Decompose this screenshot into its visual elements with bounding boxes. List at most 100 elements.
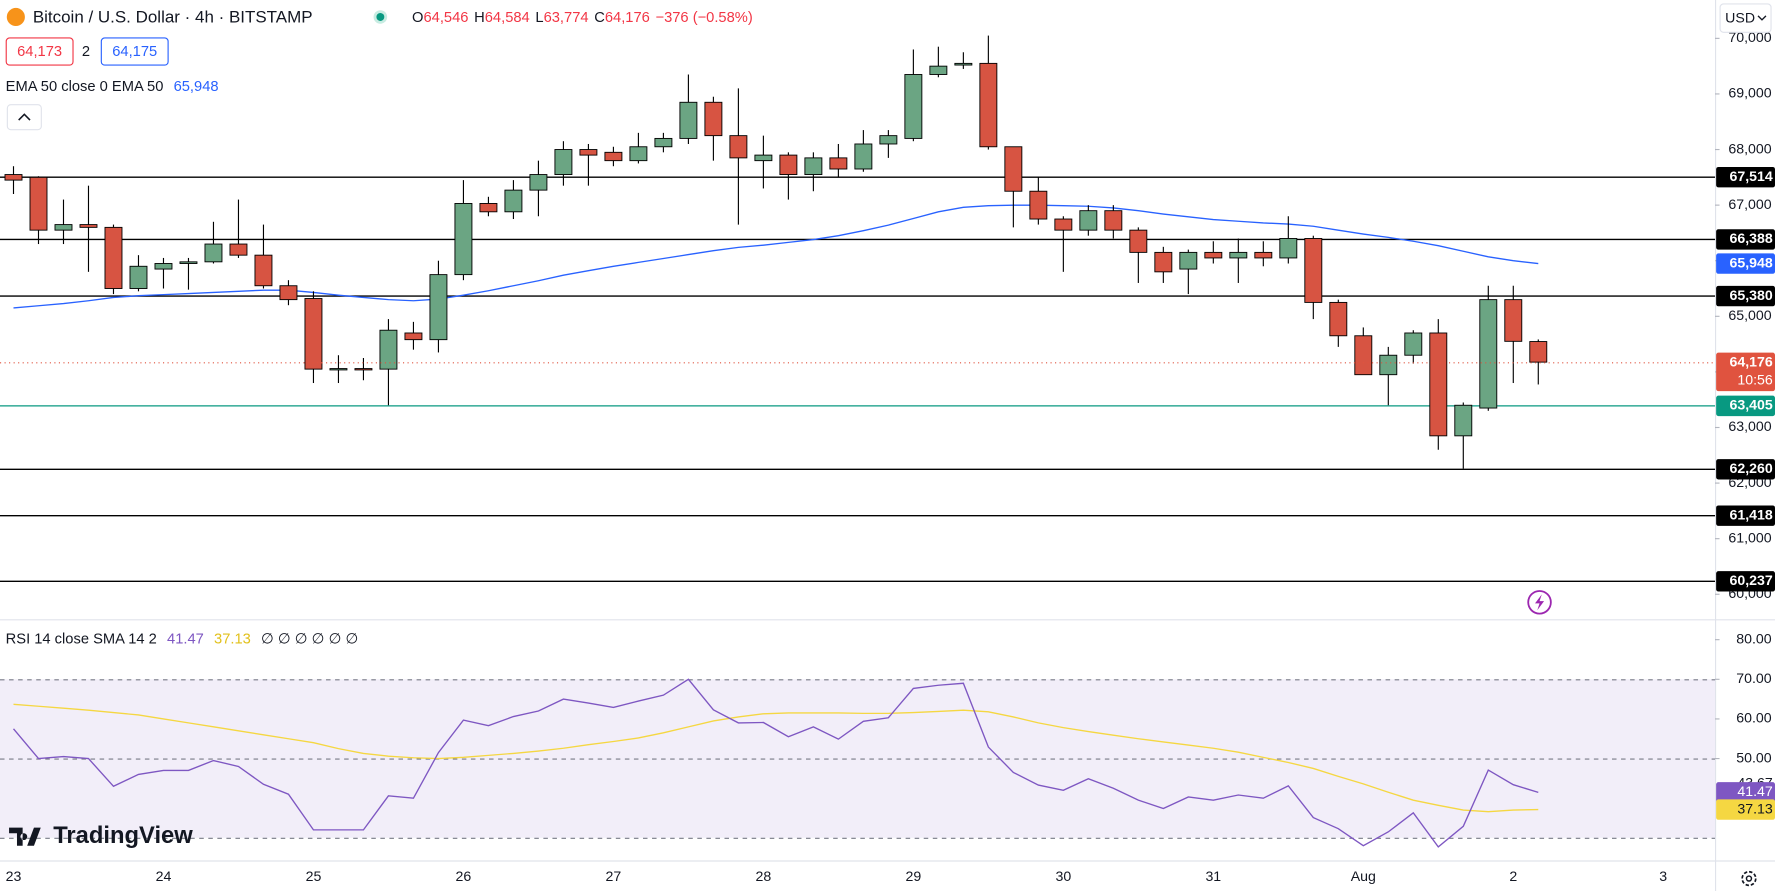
collapse-icon (18, 113, 31, 121)
candle-body (679, 101, 698, 139)
bid-box[interactable] (5, 37, 74, 66)
x-tick-label: 26 (456, 868, 472, 884)
ema-legend: EMA 50 close 0 EMA 50 65,948 (6, 79, 219, 95)
bid-price[interactable]: 64,173 (17, 44, 62, 60)
candle-body (404, 332, 423, 341)
candle-body (354, 368, 373, 371)
candle-body (129, 265, 148, 289)
candle-body (804, 157, 823, 176)
candle-body (54, 224, 73, 231)
symbol-title: Bitcoin / U.S. Dollar · 4h · BITSTAMP (33, 8, 313, 27)
ohlc-change: −376 (−0.58%) (655, 10, 752, 26)
status-dot (376, 13, 385, 21)
candle-body (379, 329, 398, 370)
price-badge (1716, 395, 1775, 417)
x-tick-label: 30 (1055, 868, 1071, 884)
candle-body (1404, 332, 1423, 356)
x-tick-label: 24 (156, 868, 172, 884)
event-icon-bolt (1535, 594, 1545, 611)
symbol-icon (6, 7, 25, 27)
candle-body (754, 154, 773, 162)
logo-mark (9, 827, 41, 846)
price-badge (1716, 352, 1775, 392)
rsi-badge-label: 41.47 (1737, 783, 1773, 799)
ema-badge-label: 65,948 (1729, 254, 1772, 270)
candle-body (529, 174, 548, 191)
candle-body (1029, 190, 1048, 220)
x-tick-label: 27 (606, 868, 622, 884)
candle-body (1354, 335, 1373, 376)
candle-body (704, 101, 723, 137)
price-badge (1716, 459, 1775, 480)
y-tick-label: 61,000 (1728, 529, 1771, 545)
candle-body (1279, 238, 1298, 259)
price-badge (1716, 229, 1775, 250)
candle-body (579, 149, 598, 156)
price-pane (0, 35, 1716, 583)
settings-icon[interactable] (1741, 870, 1757, 887)
candle-body (154, 263, 173, 270)
candle-body (1179, 251, 1198, 270)
candle-body (829, 157, 848, 170)
y-tick-label: 70.00 (1736, 670, 1772, 686)
x-tick-label: 31 (1205, 868, 1221, 884)
y-tick-label: 50.00 (1736, 749, 1772, 765)
candle-body (179, 261, 198, 264)
rsi-badge-label: 37.13 (1737, 800, 1773, 816)
candle-body (279, 285, 298, 301)
rsi-legend-value: 41.47 (167, 632, 204, 648)
candle-body (1229, 251, 1248, 259)
currency-button[interactable] (1719, 3, 1772, 33)
ohlc-value: 64,176 (605, 10, 650, 26)
price-badge-label: 63,405 (1729, 397, 1772, 413)
candle-body (1254, 251, 1273, 259)
ohlc-key: C (594, 10, 605, 26)
price-badge-label: 64,176 (1729, 354, 1772, 370)
candle-body (929, 65, 948, 75)
y-tick-label: 70,000 (1728, 29, 1771, 45)
currency-label[interactable]: USD (1725, 9, 1755, 25)
candle-body (429, 274, 448, 341)
price-badge (1716, 166, 1775, 188)
candle-body (1004, 146, 1023, 192)
rsi-band (0, 679, 1716, 838)
candle-body (654, 137, 673, 148)
candle-body (1379, 354, 1398, 376)
candle-body (629, 146, 648, 162)
ask-price[interactable]: 64,175 (112, 44, 157, 60)
candle-body (904, 74, 923, 139)
countdown-label: 10:56 (1737, 372, 1773, 388)
logo-text: TradingView (53, 822, 193, 849)
legend-backdrop (0, 628, 374, 651)
x-tick-label: 2 (1509, 868, 1517, 884)
price-badge (1716, 571, 1775, 592)
candle-body (1129, 229, 1148, 253)
ohlc-value: 63,774 (544, 10, 589, 26)
candle-body (29, 176, 48, 231)
candle-body (504, 189, 523, 213)
y-tick-label: 67,000 (1728, 196, 1771, 212)
candle-body (1054, 218, 1073, 231)
collapse-button[interactable] (6, 104, 42, 131)
ask-box[interactable] (100, 37, 169, 66)
candle-body (254, 254, 273, 287)
price-badge-label: 65,380 (1729, 287, 1772, 303)
price-badge-label: 66,388 (1729, 230, 1772, 246)
candle-body (979, 62, 998, 148)
y-tick-label: 60.00 (1736, 710, 1772, 726)
sma-legend-value: 37.13 (214, 632, 251, 648)
candle-body (854, 143, 873, 170)
candle-body (1329, 301, 1348, 337)
logo: TradingView (9, 822, 193, 849)
rsi-legend: RSI 14 close SMA 14 2 41.47 37.13 ∅ ∅ ∅ ∅ ∅… (6, 632, 359, 648)
x-tick-label: 28 (756, 868, 772, 884)
y-tick-label: 63,000 (1728, 418, 1771, 434)
price-badge (1716, 505, 1775, 526)
candle-body (204, 243, 223, 263)
candle-body (729, 135, 748, 159)
legend-backdrop (0, 2, 793, 32)
candle-body (954, 62, 973, 66)
axis-layer: 60,00061,00062,00063,00064,00065,00066,0… (6, 29, 1775, 884)
spread: 2 (82, 44, 90, 60)
